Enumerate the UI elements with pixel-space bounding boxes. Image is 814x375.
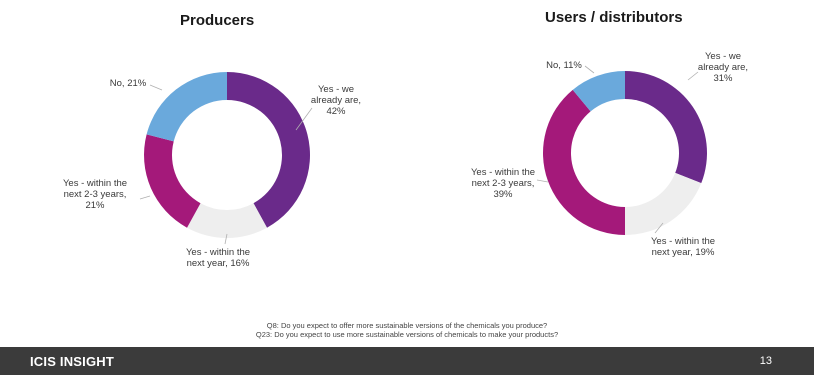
survey-footnote: Q8: Do you expect to offer more sustaina… [0, 321, 814, 339]
chart2-data-label-4: No, 11% [546, 60, 582, 71]
chart2-leader-line-1 [687, 71, 699, 81]
chart1-leader-line-4 [149, 84, 163, 91]
chart1-leader-line-2 [224, 233, 228, 245]
chart2-slice-4 [572, 71, 625, 112]
producers-chart-title: Producers [180, 12, 255, 29]
chart2-leader-line-2 [654, 222, 664, 234]
chart2-leader-line-4 [584, 65, 595, 74]
chart1-leader-line-1 [295, 107, 313, 131]
chart1-slice-3 [144, 134, 201, 228]
footnote-q8: Q8: Do you expect to offer more sustaina… [266, 321, 548, 330]
brand-label: ICIS INSIGHT [30, 354, 115, 369]
footnote-q23: Q23: Do you expect to use more sustainab… [255, 330, 559, 339]
chart1-slice-1 [227, 72, 310, 228]
chart2-data-label-1: Yes - we already are, 31% [698, 51, 748, 84]
chart2-leader-line-3 [536, 179, 549, 183]
chart2-data-label-3: Yes - within the next 2-3 years, 39% [471, 167, 535, 200]
users-chart-title: Users / distributors [545, 9, 683, 26]
chart1-slice-4 [146, 72, 227, 142]
chart2-data-label-2: Yes - within the next year, 19% [651, 236, 715, 258]
chart1-data-label-1: Yes - we already are, 42% [311, 84, 361, 117]
page-number: 13 [759, 355, 772, 367]
chart2-slice-3 [543, 89, 625, 235]
footer-bar: ICIS INSIGHT 13 [0, 347, 814, 375]
chart1-data-label-3: Yes - within the next 2-3 years, 21% [63, 178, 127, 211]
chart1-leader-line-3 [139, 195, 151, 200]
donut-charts: Yes - we already are, 42% Yes - within the n… [63, 51, 748, 269]
chart2-slice-2 [625, 172, 702, 235]
chart2-slice-1 [625, 71, 707, 184]
chart1-data-label-2: Yes - within the next year, 16% [186, 247, 250, 269]
chart1-slice-2 [187, 203, 267, 238]
chart1-data-label-4: No, 21% [110, 78, 147, 89]
